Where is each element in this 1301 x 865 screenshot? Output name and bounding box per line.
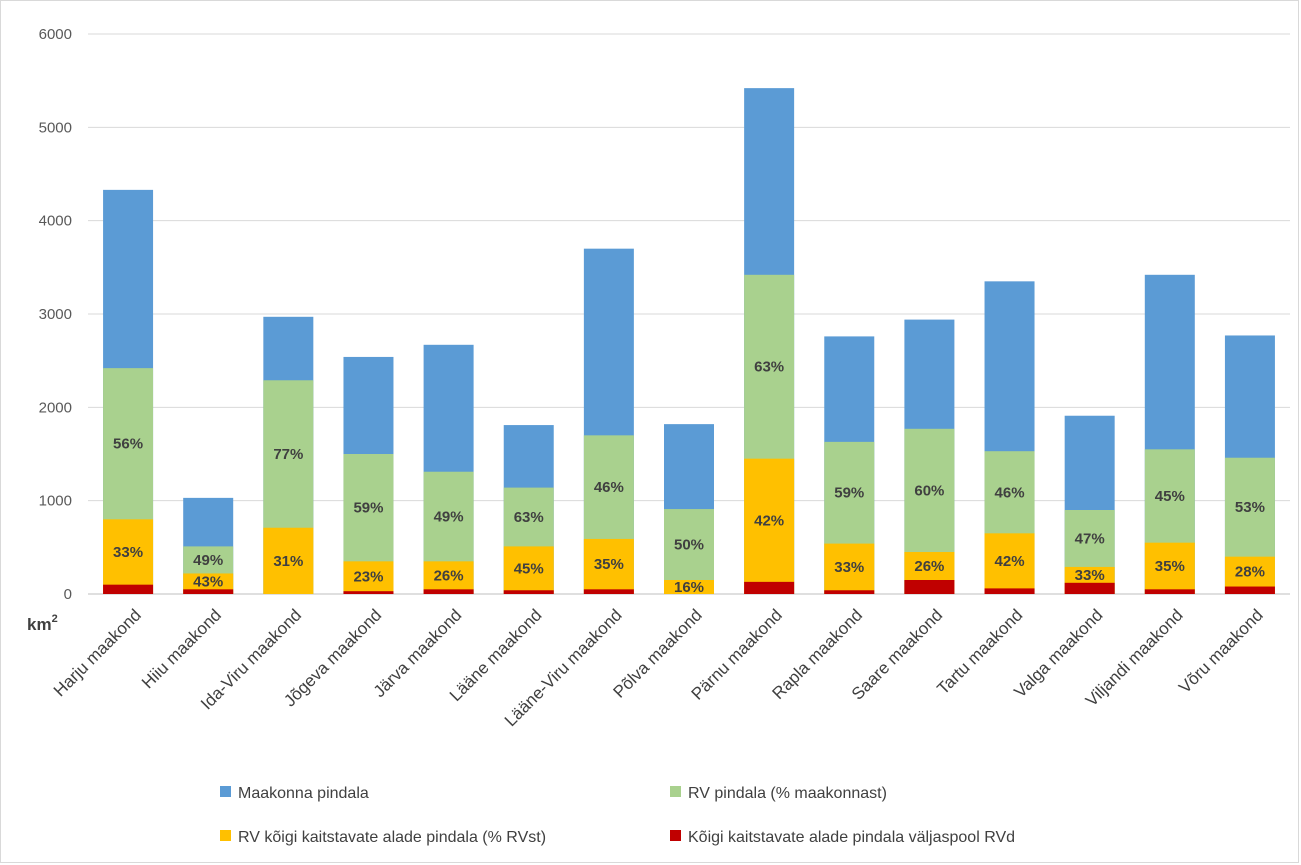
legend-label: RV kõigi kaitstavate alade pindala (% RV… (238, 829, 546, 846)
bar-protected-outside-rv (824, 590, 875, 594)
x-tick-label: Hiiu maakond (138, 605, 225, 692)
x-tick-label: Harju maakond (50, 605, 145, 700)
bar-rv-protected-area (984, 533, 1035, 594)
bar-protected-outside-rv (1144, 589, 1195, 594)
bar-rv-area (664, 509, 714, 594)
data-label-rv-pct: 50% (674, 537, 704, 554)
data-label-protected-pct: 43% (193, 573, 223, 590)
bar-protected-outside-rv (1224, 586, 1275, 594)
legend-swatch (220, 830, 231, 841)
data-label-protected-pct: 23% (353, 568, 383, 585)
data-label-rv-pct: 63% (514, 509, 544, 526)
data-label-rv-pct: 45% (1155, 488, 1185, 505)
y-tick-label: 6000 (39, 26, 72, 43)
bar-rv-protected-area (503, 546, 554, 594)
data-label-rv-pct: 46% (594, 479, 624, 496)
legend-label: Maakonna pindala (238, 785, 369, 802)
bar-protected-outside-rv (503, 590, 554, 594)
data-labels: 56% 33% 49% 43% 77% 31% 59% 23% 49% 26% 63% 45% 46% 3… (113, 359, 1265, 596)
data-label-protected-pct: 28% (1235, 564, 1265, 581)
bar-rv-protected-area (263, 527, 314, 594)
y-axis: 0 1000 2000 3000 4000 5000 6000 (39, 26, 72, 603)
data-label-protected-pct: 35% (594, 556, 624, 573)
bar-rv-protected-area (103, 519, 154, 594)
bar-rv-protected-area (824, 543, 875, 594)
data-label-protected-pct: 45% (514, 560, 544, 577)
data-label-protected-pct: 42% (995, 553, 1025, 570)
y-tick-label: 0 (64, 586, 72, 603)
bar-protected-outside-rv (103, 584, 154, 594)
bars (103, 88, 1275, 594)
bar-protected-outside-rv (1064, 582, 1115, 594)
data-label-protected-pct: 33% (834, 559, 864, 576)
y-tick-label: 2000 (39, 399, 72, 416)
bar-protected-outside-rv (904, 580, 955, 594)
bar-rv-protected-area (1144, 542, 1195, 594)
bar-rv-protected-area (583, 538, 634, 594)
bar-protected-outside-rv (744, 581, 795, 594)
data-label-rv-pct: 59% (834, 485, 864, 502)
legend-label: RV pindala (% maakonnast) (688, 785, 887, 802)
data-label-rv-pct: 53% (1235, 499, 1265, 516)
data-label-rv-pct: 77% (273, 446, 303, 463)
data-label-rv-pct: 63% (754, 359, 784, 376)
bar-rv-protected-area (423, 561, 474, 594)
x-tick-label: Tartu maakond (933, 605, 1026, 698)
y-unit-label: km2 (27, 613, 58, 634)
y-tick-label: 5000 (39, 119, 72, 136)
y-tick-label: 4000 (39, 213, 72, 230)
data-label-rv-pct: 59% (353, 500, 383, 517)
data-label-rv-pct: 56% (113, 436, 143, 453)
x-tick-label: Võru maakond (1175, 605, 1267, 697)
data-label-rv-pct: 47% (1075, 530, 1105, 547)
bar-protected-outside-rv (183, 589, 234, 594)
bar-rv-protected-area (664, 580, 714, 594)
legend-label: Kõigi kaitstavate alade pindala väljaspo… (688, 829, 1015, 846)
data-label-protected-pct: 31% (273, 553, 303, 570)
data-label-protected-pct: 35% (1155, 558, 1185, 575)
y-tick-label: 3000 (39, 306, 72, 323)
data-label-protected-pct: 26% (914, 558, 944, 575)
y-tick-label: 1000 (39, 493, 72, 510)
bar-rv-protected-area (183, 573, 234, 594)
data-label-protected-pct: 16% (674, 579, 704, 596)
bar-rv-protected-area (343, 561, 394, 594)
data-label-protected-pct: 42% (754, 512, 784, 529)
legend: Maakonna pindala RV pindala (% maakonnast… (220, 785, 1015, 846)
bar-protected-outside-rv (583, 589, 634, 594)
data-label-protected-pct: 33% (113, 544, 143, 561)
legend-swatch (670, 786, 681, 797)
bar-rv-protected-area (744, 458, 795, 594)
bar-protected-outside-rv (343, 591, 394, 594)
data-label-rv-pct: 46% (995, 484, 1025, 501)
legend-swatch (220, 786, 231, 797)
data-label-protected-pct: 33% (1075, 567, 1105, 584)
data-label-rv-pct: 49% (434, 509, 464, 526)
data-label-protected-pct: 26% (434, 567, 464, 584)
legend-swatch (670, 830, 681, 841)
bar-protected-outside-rv (984, 588, 1035, 594)
bar-protected-outside-rv (423, 589, 474, 594)
data-label-rv-pct: 49% (193, 552, 223, 569)
data-label-rv-pct: 60% (914, 482, 944, 499)
